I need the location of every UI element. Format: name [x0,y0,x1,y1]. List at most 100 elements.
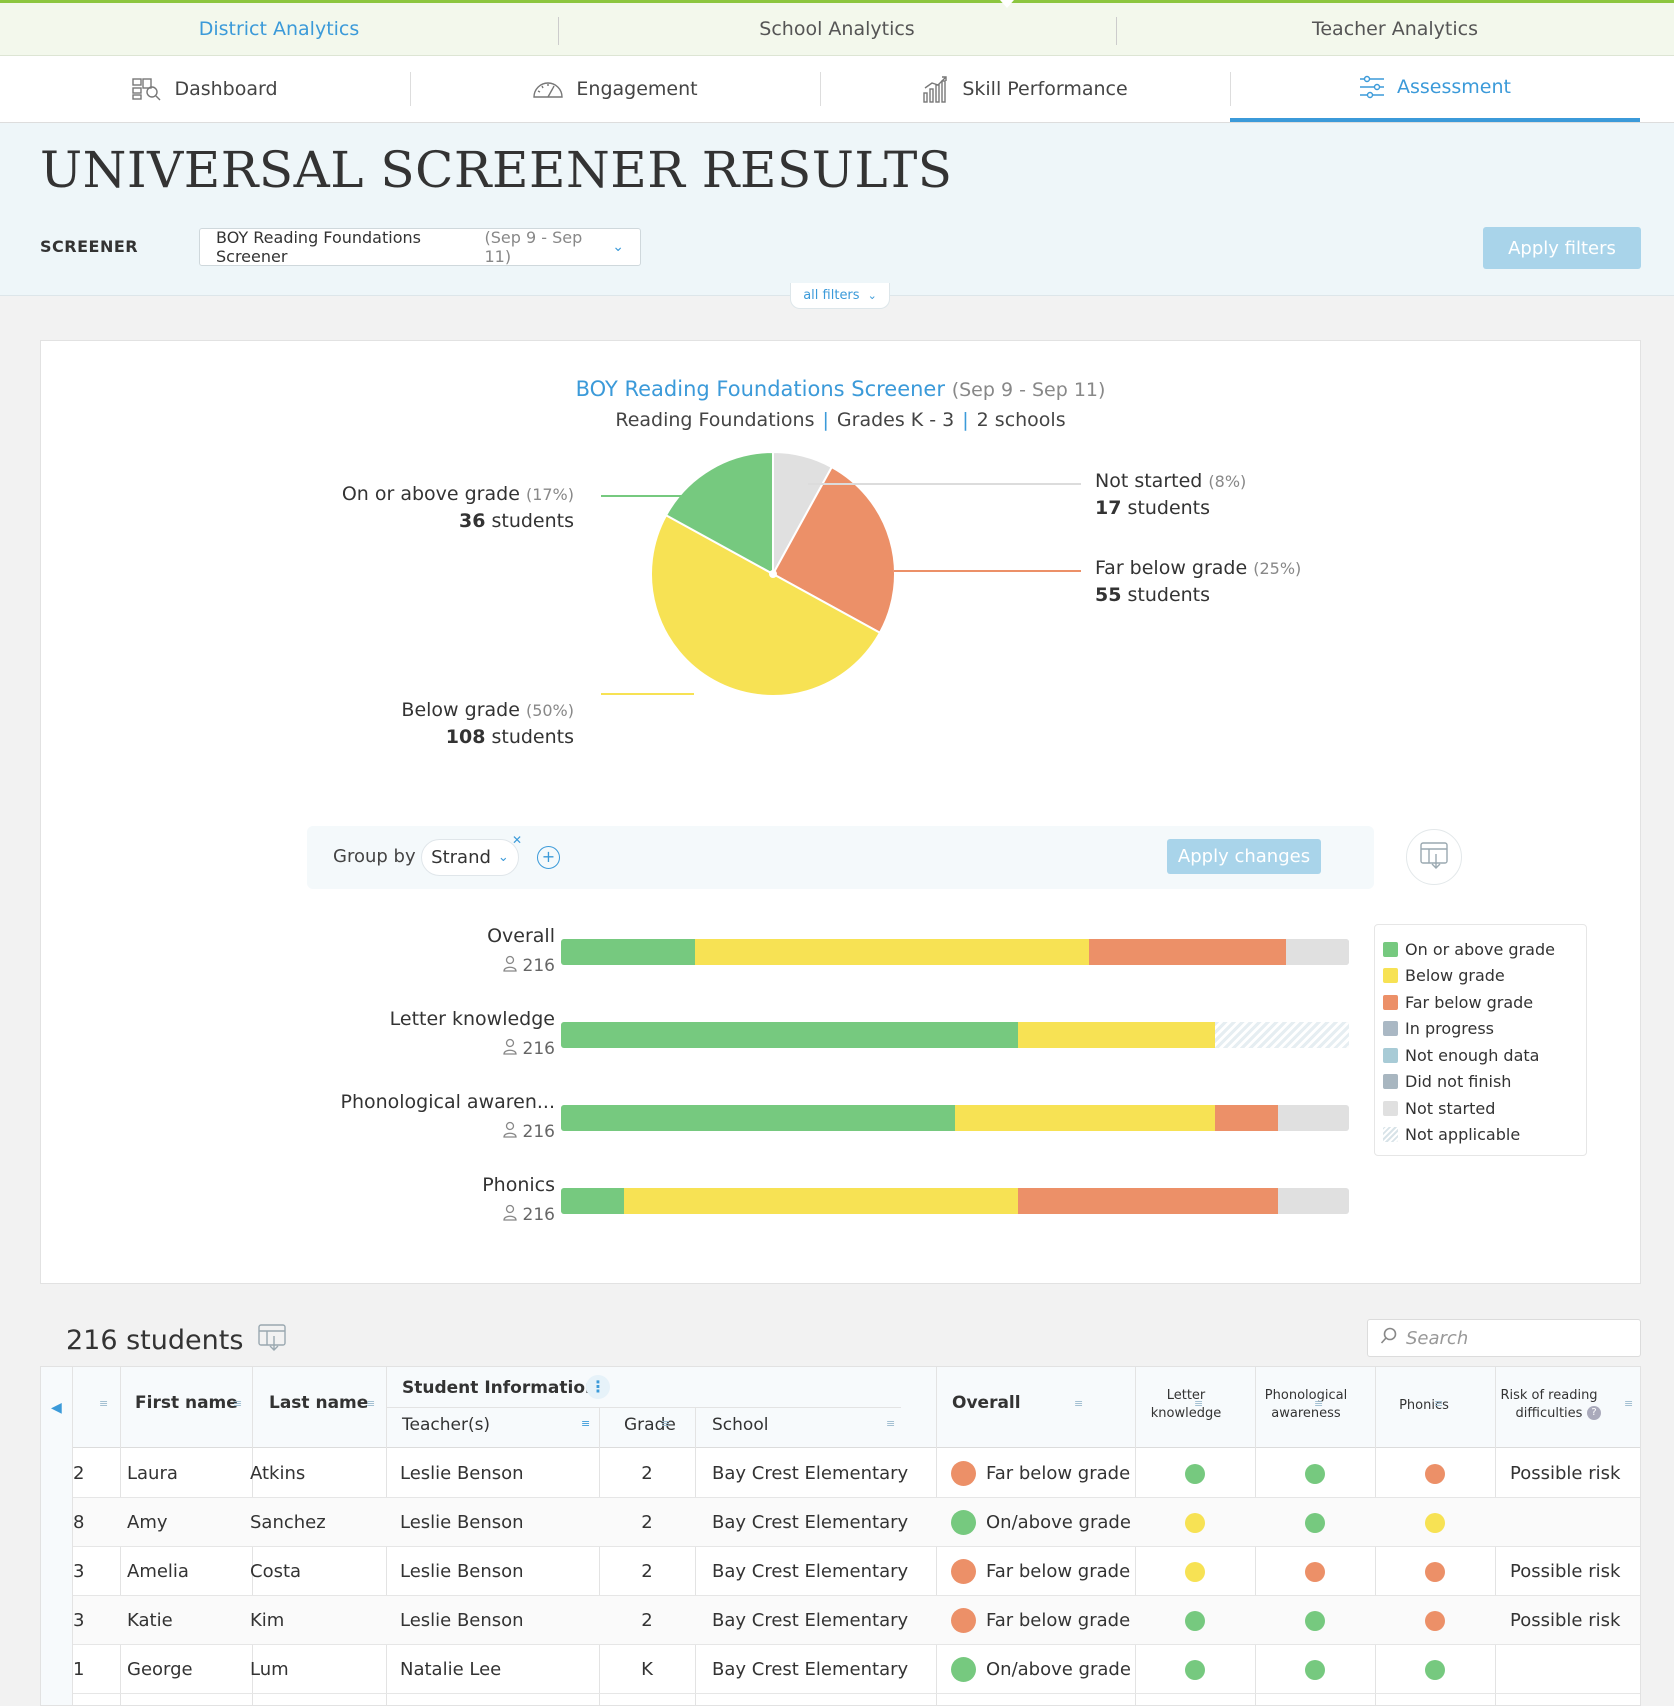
results-card: BOY Reading Foundations Screener (Sep 9 … [40,340,1641,1284]
bar-segment-on-or-above-grade[interactable] [561,1022,1019,1048]
sort-icon[interactable]: ≡ [1434,1397,1444,1410]
bar-segment-below-grade[interactable] [955,1105,1216,1131]
col-school[interactable]: School [712,1415,769,1435]
pie-label-pct: (50%) [525,701,574,720]
tab-teacher-analytics[interactable]: Teacher Analytics [1116,3,1674,55]
apply-filters-button[interactable]: Apply filters [1483,227,1641,269]
sort-icon[interactable]: ≡ [581,1417,591,1430]
bar-segment-far-below-grade[interactable] [1018,1188,1279,1214]
sort-icon[interactable]: ≡ [366,1397,376,1410]
col-divider [599,1407,600,1705]
group-by-toolbar: Group by Strand ⌄ ✕ + Apply changes [307,826,1374,889]
bar-segment-on-or-above-grade[interactable] [561,939,695,965]
remove-chip-icon[interactable]: ✕ [512,833,523,847]
pie-label-name: On or above grade [341,483,520,505]
cell-letter [1135,1449,1255,1498]
cell-school: Bay Crest Elementary [712,1659,909,1680]
stacked-bar[interactable] [561,1105,1349,1131]
screener-dropdown[interactable]: BOY Reading Foundations Screener (Sep 9 … [199,228,641,266]
tab-skill-performance[interactable]: Skill Performance [820,56,1230,122]
cell-last: Lum [250,1659,289,1680]
students-count-label: 216 students [66,1325,244,1356]
group-by-strand-chip[interactable]: Strand ⌄ [421,839,519,876]
tab-district-analytics[interactable]: District Analytics [198,18,360,40]
export-button[interactable] [1406,829,1462,885]
legend-item: Not started [1383,1095,1586,1122]
cell-first: Katie [127,1610,173,1631]
table-row[interactable]: 2 Laura Atkins Leslie Benson 2 Bay Crest Elem… [73,1449,1640,1498]
scroll-left-strip[interactable]: ◀ [41,1367,73,1705]
strand-count: 216 [502,1204,555,1226]
apply-changes-button[interactable]: Apply changes [1167,839,1321,874]
bar-segment-far-below-grade[interactable] [1215,1105,1279,1131]
bar-segment-far-below-grade[interactable] [1088,939,1286,965]
caret-left-icon[interactable]: ◀ [51,1400,62,1416]
stacked-bar[interactable] [561,1188,1349,1214]
col-last-name[interactable]: Last name [269,1393,369,1413]
sort-icon[interactable]: ≡ [233,1397,243,1410]
col-first-name[interactable]: First name [135,1393,238,1413]
strand-name: Phonics [482,1174,555,1196]
col-risk[interactable]: Risk of reading difficulties [1497,1387,1601,1423]
bar-segment-not-started[interactable] [1278,1188,1342,1214]
pie-slice-on-or-above-grade[interactable] [664,450,774,576]
tab-school-analytics[interactable]: School Analytics [558,3,1116,55]
screener-label: SCREENER [40,237,139,256]
col-overall[interactable]: Overall [952,1393,1021,1413]
col-teachers[interactable]: Teacher(s) [402,1415,491,1435]
all-filters-toggle[interactable]: all filters ⌄ [790,283,890,309]
sort-icon[interactable]: ≡ [1314,1397,1324,1410]
stacked-bar[interactable] [561,939,1349,965]
bar-segment-on-or-above-grade[interactable] [561,1105,955,1131]
sort-icon[interactable]: ≡ [1074,1397,1084,1410]
bar-segment-not-started[interactable] [1285,939,1349,965]
kebab-menu-icon[interactable]: ⋮ [586,1375,610,1399]
pie-slice-far-below-grade[interactable] [771,465,896,635]
sort-icon[interactable]: ≡ [1194,1397,1204,1410]
tab-assessment[interactable]: Assessment [1230,56,1640,122]
table-header: First name Last name Student Information… [41,1367,1640,1448]
cell-teacher: Leslie Benson [400,1610,524,1631]
screener-range: (Sep 9 - Sep 11) [484,228,583,266]
cell-grade: 2 [641,1561,653,1582]
add-group-icon[interactable]: + [537,846,560,869]
tab-dashboard[interactable]: Dashboard [0,56,410,122]
help-icon[interactable]: ? [1587,1406,1601,1420]
col-divider [695,1407,696,1705]
cell-letter [1135,1547,1255,1596]
bar-segment-not-started[interactable] [1278,1105,1342,1131]
cell-last: Costa [250,1561,302,1582]
table-row[interactable]: 8 Amy Sanchez Leslie Benson 2 Bay Crest Eleme… [73,1498,1640,1547]
status-dot [951,1608,976,1633]
stacked-bar[interactable] [561,1022,1349,1048]
bar-segment-below-grade[interactable] [1018,1022,1216,1048]
pie-slice-below-grade[interactable] [650,513,882,697]
legend-label: In progress [1405,1019,1495,1039]
cell-phono [1255,1547,1375,1596]
table-row[interactable]: 3 Amelia Costa Leslie Benson 2 Bay Crest Elem… [73,1547,1640,1596]
cell-first: George [127,1659,193,1680]
tab-engagement[interactable]: Engagement [410,56,820,122]
col-phonological-awareness[interactable]: Phonological awareness [1264,1388,1348,1421]
bar-segment-below-grade[interactable] [624,1188,1019,1214]
col-grade[interactable]: Grade [624,1415,676,1435]
table-row[interactable]: 1 George Lum Natalie Lee K Bay Crest Elementa… [73,1645,1640,1694]
bar-segment-on-or-above-grade[interactable] [561,1188,625,1214]
bar-segment-below-grade[interactable] [694,939,1089,965]
sort-icon[interactable]: ≡ [886,1417,896,1430]
sort-icon[interactable]: ≡ [661,1417,671,1430]
search-input[interactable]: Search [1367,1319,1641,1357]
cell-phono [1255,1596,1375,1645]
cell-phonics [1375,1498,1495,1547]
sort-icon[interactable]: ≡ [1624,1397,1634,1410]
col-phonics[interactable]: Phonics [1399,1398,1449,1413]
col-letter-knowledge[interactable]: Letter knowledge [1150,1388,1222,1421]
table-row[interactable]: 3 Katie Kim Leslie Benson 2 Bay Crest Element… [73,1596,1640,1645]
summary-screener-name[interactable]: BOY Reading Foundations Screener [575,377,945,401]
sort-icon[interactable]: ≡ [99,1397,109,1410]
bar-segment-not-applicable[interactable] [1215,1022,1349,1048]
cell-phonics [1375,1596,1495,1645]
pie-label-count: 36 [458,510,486,532]
strand-chip-label: Strand [431,847,491,868]
export-table-icon[interactable] [257,1322,287,1359]
